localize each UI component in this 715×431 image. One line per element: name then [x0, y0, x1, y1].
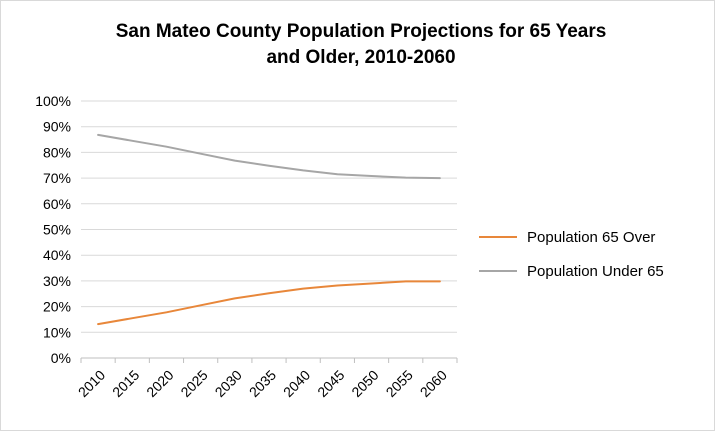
series-line-2 [97, 133, 441, 180]
y-tick-label: 70% [43, 170, 71, 186]
y-tick-label: 40% [43, 247, 71, 263]
series-lines [97, 133, 441, 326]
x-tick-label: 2055 [383, 367, 416, 400]
x-tick-label: 2020 [143, 367, 176, 400]
x-tick-label: 2025 [177, 367, 210, 400]
y-tick-label: 60% [43, 196, 71, 212]
x-tick-label: 2010 [75, 367, 108, 400]
x-tick-label: 2015 [109, 367, 142, 400]
y-tick-label: 20% [43, 299, 71, 315]
axes: 0% 10% 20% 30% 40% 50% 60% 70% 80% 90% 100% 2010 201… [35, 93, 458, 400]
series-line-1 [97, 280, 441, 326]
gridlines [81, 100, 457, 333]
legend: Population 65 Over Population Under 65 [479, 229, 664, 280]
y-tick-label: 90% [43, 119, 71, 135]
x-tick-label: 2045 [314, 367, 347, 400]
legend-label-2: Population Under 65 [527, 263, 664, 280]
x-tick-label: 2035 [246, 367, 279, 400]
x-tick-label: 2060 [417, 367, 450, 400]
y-tick-label: 80% [43, 144, 71, 160]
x-tick-label: 2050 [348, 367, 381, 400]
chart-title: San Mateo County Population Projections … [61, 19, 661, 71]
chart-title-line-1: San Mateo County Population Projections … [115, 21, 607, 42]
x-tick-label: 2040 [280, 367, 313, 400]
x-tick-label: 2030 [212, 367, 245, 400]
chart-title-line-2: and Older, 2010-2060 [266, 47, 456, 68]
y-tick-label: 0% [51, 350, 71, 366]
legend-label-1: Population 65 Over [527, 229, 655, 246]
y-tick-label: 30% [43, 273, 71, 289]
y-tick-label: 10% [43, 324, 71, 340]
y-tick-label: 100% [35, 93, 71, 109]
y-tick-label: 50% [43, 222, 71, 238]
